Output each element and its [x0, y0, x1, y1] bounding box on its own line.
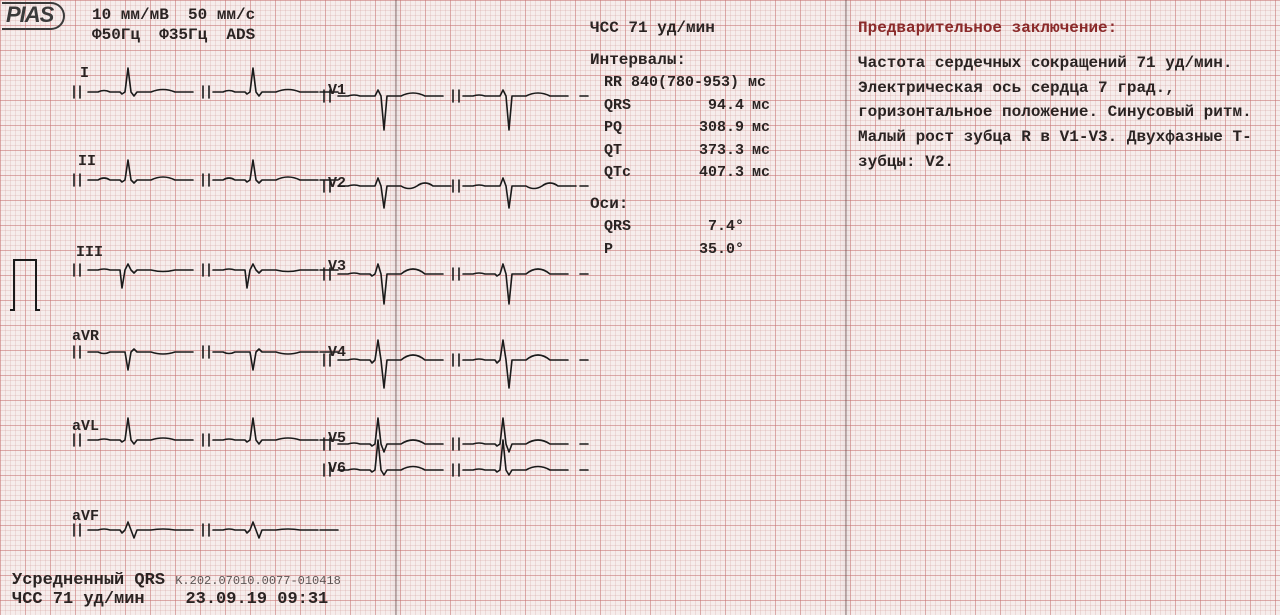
interval-row: PQ308.9мс [604, 120, 840, 137]
conclusion-body: Частота сердечных сокращений 71 уд/мин. … [858, 51, 1268, 175]
conclusion-panel: Предварительное заключение: Частота серд… [858, 16, 1268, 175]
footer-serial: K.202.07010.0077-010418 [175, 574, 341, 588]
interval-row: QRS94.4мс [604, 98, 840, 115]
heart-rate: ЧСС 71 уд/мин [590, 20, 840, 38]
footer-timestamp: 23.09.19 09:31 [185, 590, 328, 609]
footer: Усредненный QRS K.202.07010.0077-010418 … [12, 571, 341, 609]
interval-rr: RR 840(780-953) мс [604, 75, 840, 92]
footer-title: Усредненный QRS [12, 571, 165, 590]
axis-row: P35.0° [604, 242, 840, 259]
interval-row: QTc407.3мс [604, 165, 840, 182]
footer-heart-rate: ЧСС 71 уд/мин [12, 590, 145, 609]
axes-heading: Оси: [590, 196, 840, 214]
interval-row: QT373.3мс [604, 143, 840, 160]
intervals-heading: Интервалы: [590, 52, 840, 70]
axis-row: QRS7.4° [604, 219, 840, 236]
measurements-panel: ЧСС 71 уд/мин Интервалы: RR 840(780-953)… [590, 20, 840, 264]
conclusion-title: Предварительное заключение: [858, 16, 1268, 41]
